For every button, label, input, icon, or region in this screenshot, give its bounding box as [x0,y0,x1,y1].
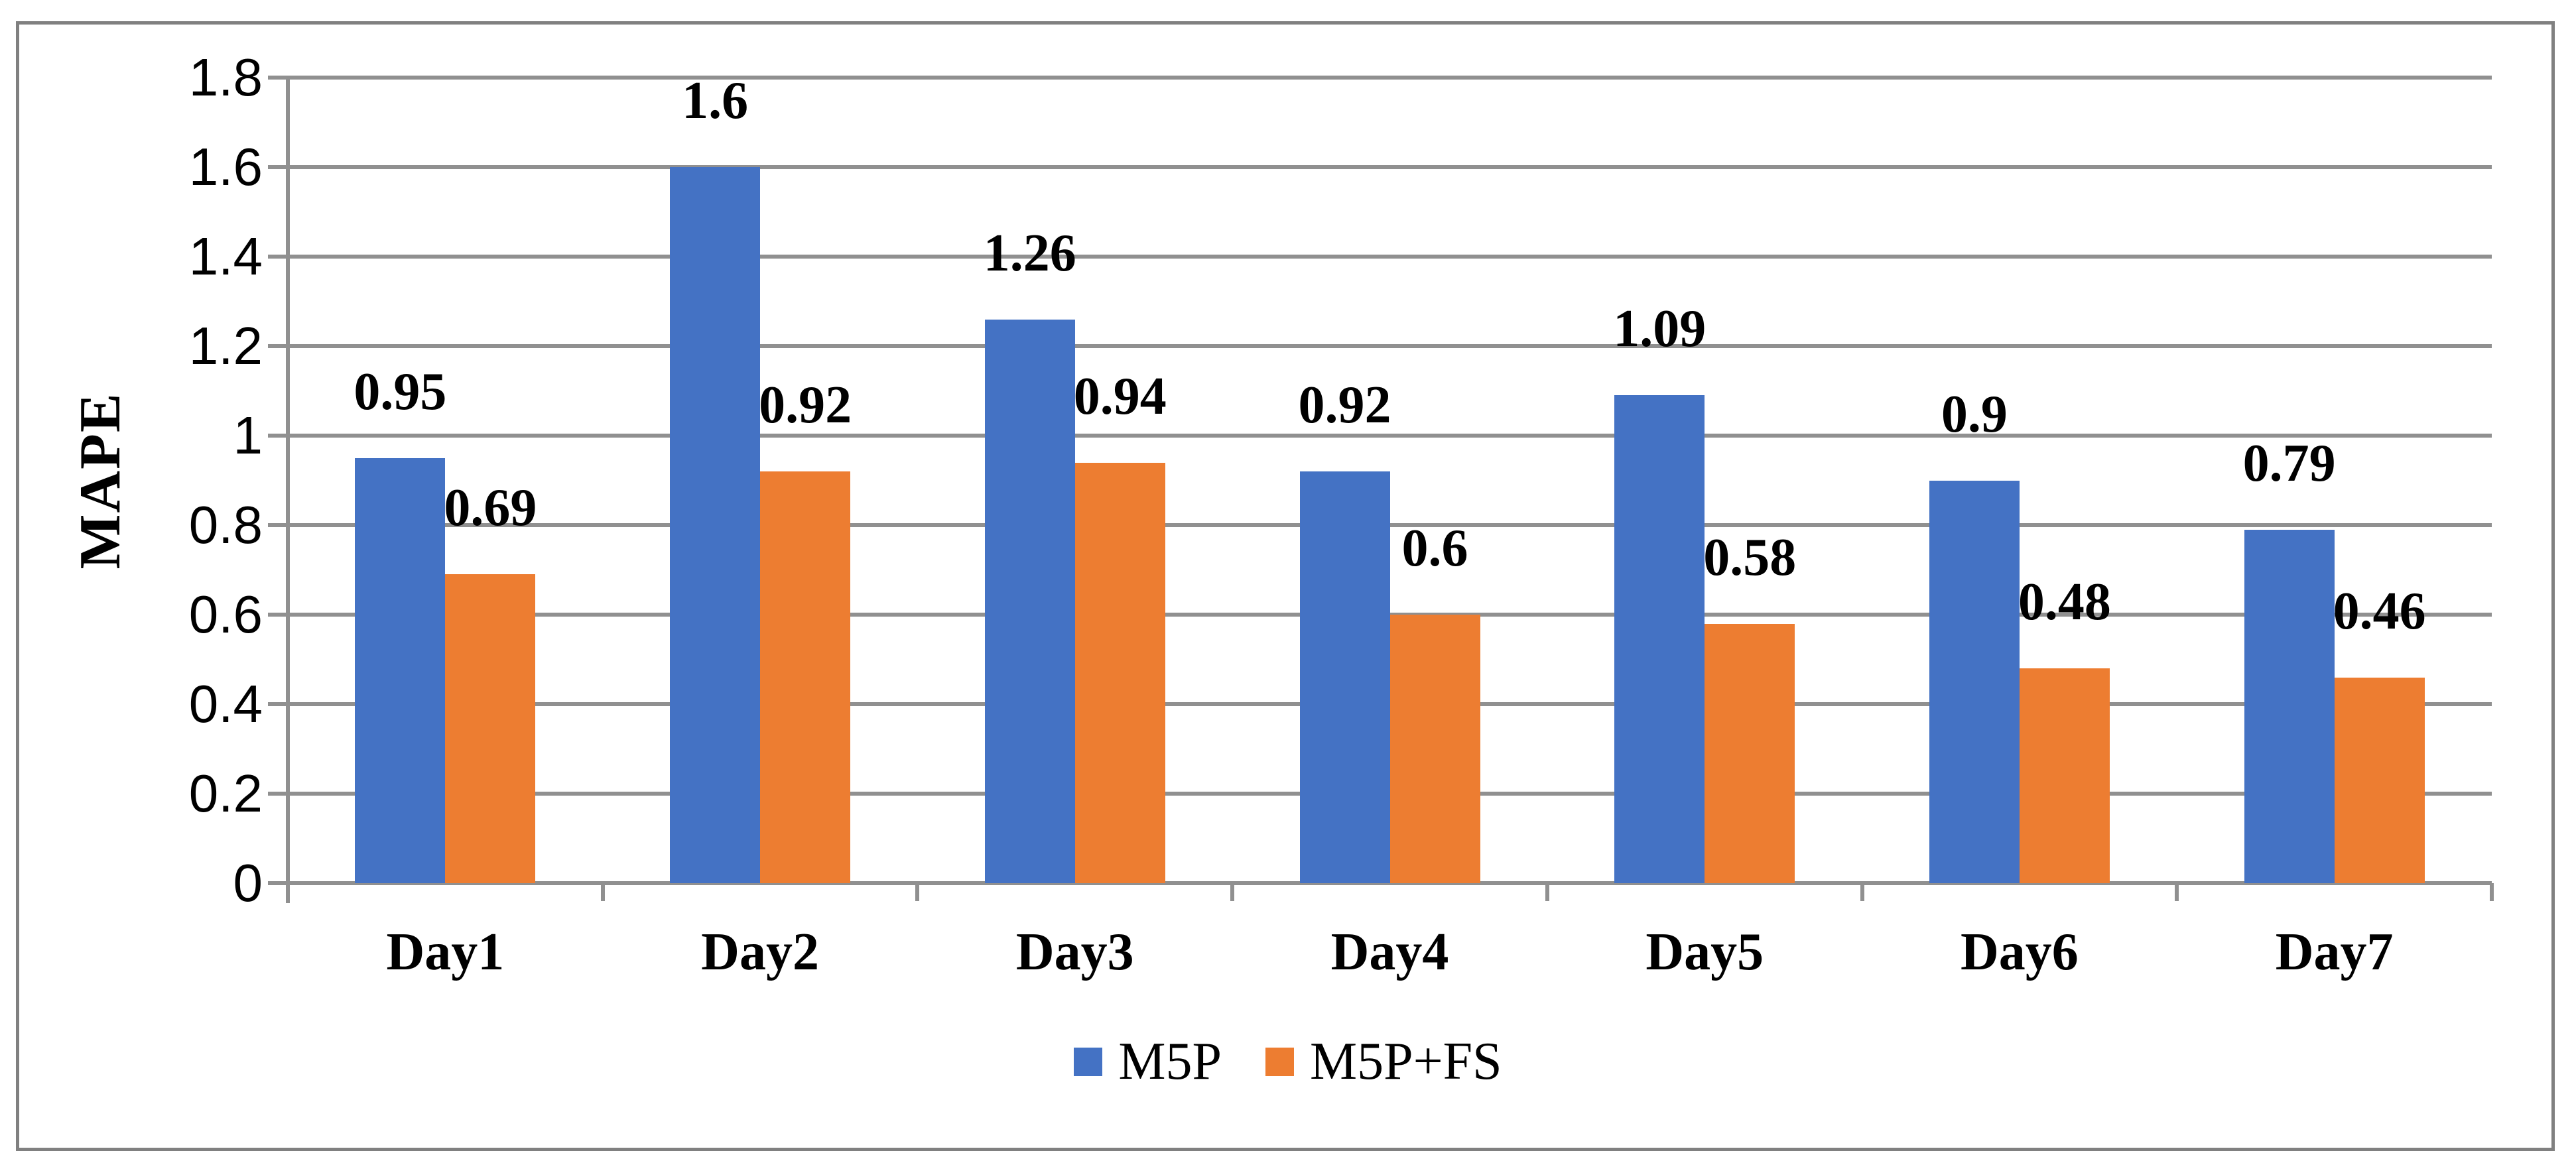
y-tick-label: 1.2 [188,316,263,375]
legend-label: M5P [1118,1032,1222,1091]
legend-item-m5p: M5P [1074,1035,1222,1088]
gridline [288,434,2492,438]
bar-m5p-fs-day7 [2334,677,2425,883]
bar-m5p-day7 [2244,529,2335,883]
x-category-label-day5: Day5 [1645,923,1764,981]
y-axis-tick-mark [268,344,288,348]
y-axis-tick-mark [268,702,288,706]
y-axis-tick-mark [268,165,288,169]
gridline [288,76,2492,80]
gridline [288,255,2492,259]
bar-data-label: 0.6 [1401,519,1468,578]
y-axis-tick-mark [268,613,288,617]
bar-data-label: 0.95 [354,362,447,421]
x-category-label-day7: Day7 [2275,923,2394,981]
x-axis-tick-mark [1545,883,1549,901]
gridline [288,344,2492,348]
x-category-label-day2: Day2 [701,923,819,981]
legend-swatch-icon [1265,1047,1294,1076]
gridline [288,881,2492,885]
y-tick-label: 0.4 [188,674,263,733]
bar-m5p-fs-day2 [760,471,851,883]
y-axis-line [286,78,290,903]
y-tick-label: 1.6 [188,137,263,196]
x-axis-tick-mark [2490,883,2494,901]
bar-data-label: 0.48 [2018,573,2111,631]
legend-swatch-icon [1074,1047,1103,1076]
bar-m5p-day4 [1299,471,1390,883]
x-category-label-day4: Day4 [1330,923,1449,981]
bar-m5p-fs-day4 [1389,615,1480,883]
bar-data-label: 0.92 [1298,376,1391,434]
x-axis-tick-mark [1860,883,1864,901]
figure-border [16,21,2555,1151]
bar-data-label: 1.6 [682,72,749,130]
bar-data-label: 0.92 [759,376,852,434]
bar-data-label: 0.46 [2333,581,2426,640]
legend-item-m5p-fs: M5P+FS [1265,1035,1502,1088]
bar-data-label: 0.9 [1941,385,2008,444]
x-axis-tick-mark [286,883,290,901]
legend-label: M5P+FS [1309,1032,1502,1091]
bar-data-label: 0.94 [1073,367,1167,426]
y-tick-label: 1.4 [188,227,263,286]
y-tick-label: 0.8 [188,495,263,554]
y-axis-tick-mark [268,434,288,438]
y-axis-tick-mark [268,881,288,885]
x-category-label-day1: Day1 [386,923,505,981]
bar-m5p-fs-day1 [445,574,536,883]
x-axis-tick-mark [915,883,920,901]
gridline [288,523,2492,527]
x-category-label-day6: Day6 [1961,923,2079,981]
y-axis-tick-mark [268,792,288,796]
y-tick-label: 1.8 [188,48,263,107]
y-tick-label: 0.6 [188,585,263,644]
bar-m5p-fs-day3 [1074,462,1165,883]
bar-m5p-day5 [1614,395,1705,883]
bar-m5p-fs-day5 [1705,623,1795,883]
y-tick-label: 0 [233,853,263,912]
x-axis-tick-mark [2175,883,2179,901]
y-axis-tick-mark [268,523,288,527]
y-axis-tick-mark [268,76,288,80]
bar-data-label: 1.09 [1613,300,1707,359]
bar-m5p-day3 [984,319,1075,883]
bar-m5p-day2 [670,167,761,883]
y-tick-label: 0.2 [188,764,263,823]
bar-data-label: 0.69 [444,479,537,538]
y-axis-tick-mark [268,255,288,259]
x-category-label-day3: Day3 [1015,923,1134,981]
bar-data-label: 0.79 [2242,434,2336,493]
bar-m5p-day6 [1929,480,2020,883]
legend: M5P M5P+FS [0,1024,2576,1099]
y-tick-label: 1 [233,406,263,465]
x-axis-tick-mark [600,883,605,901]
x-axis-tick-mark [1230,883,1235,901]
bar-m5p-fs-day6 [2019,668,2110,883]
bar-data-label: 1.26 [983,223,1076,282]
bar-m5p-day1 [355,457,446,883]
bar-data-label: 0.58 [1703,528,1797,587]
gridline [288,165,2492,169]
